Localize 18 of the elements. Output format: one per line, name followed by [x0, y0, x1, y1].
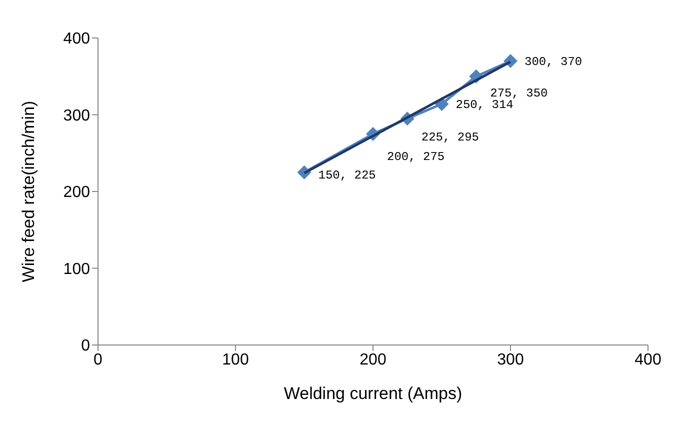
data-label: 300, 370: [524, 55, 582, 70]
data-label: 275, 350: [490, 86, 548, 100]
x-tick-label: 0: [94, 351, 103, 368]
x-tick-label: 100: [222, 351, 249, 368]
x-tick-label: 200: [360, 351, 386, 368]
x-tick-label: 300: [497, 351, 524, 368]
data-label: 250, 314: [456, 98, 514, 112]
y-tick-label: 0: [81, 338, 90, 355]
y-tick-label: 200: [63, 184, 90, 202]
y-tick-label: 300: [63, 107, 90, 124]
data-label: 150, 225: [318, 168, 376, 182]
x-axis-title: Welding current (Amps): [284, 384, 462, 403]
y-tick-label: 400: [63, 30, 90, 48]
y-tick-label: 100: [63, 260, 90, 278]
data-label: 225, 295: [421, 130, 479, 145]
data-label: 200, 275: [387, 150, 445, 164]
y-axis-title: Wire feed rate(inch/min): [19, 100, 38, 282]
x-tick-label: 400: [634, 351, 662, 368]
